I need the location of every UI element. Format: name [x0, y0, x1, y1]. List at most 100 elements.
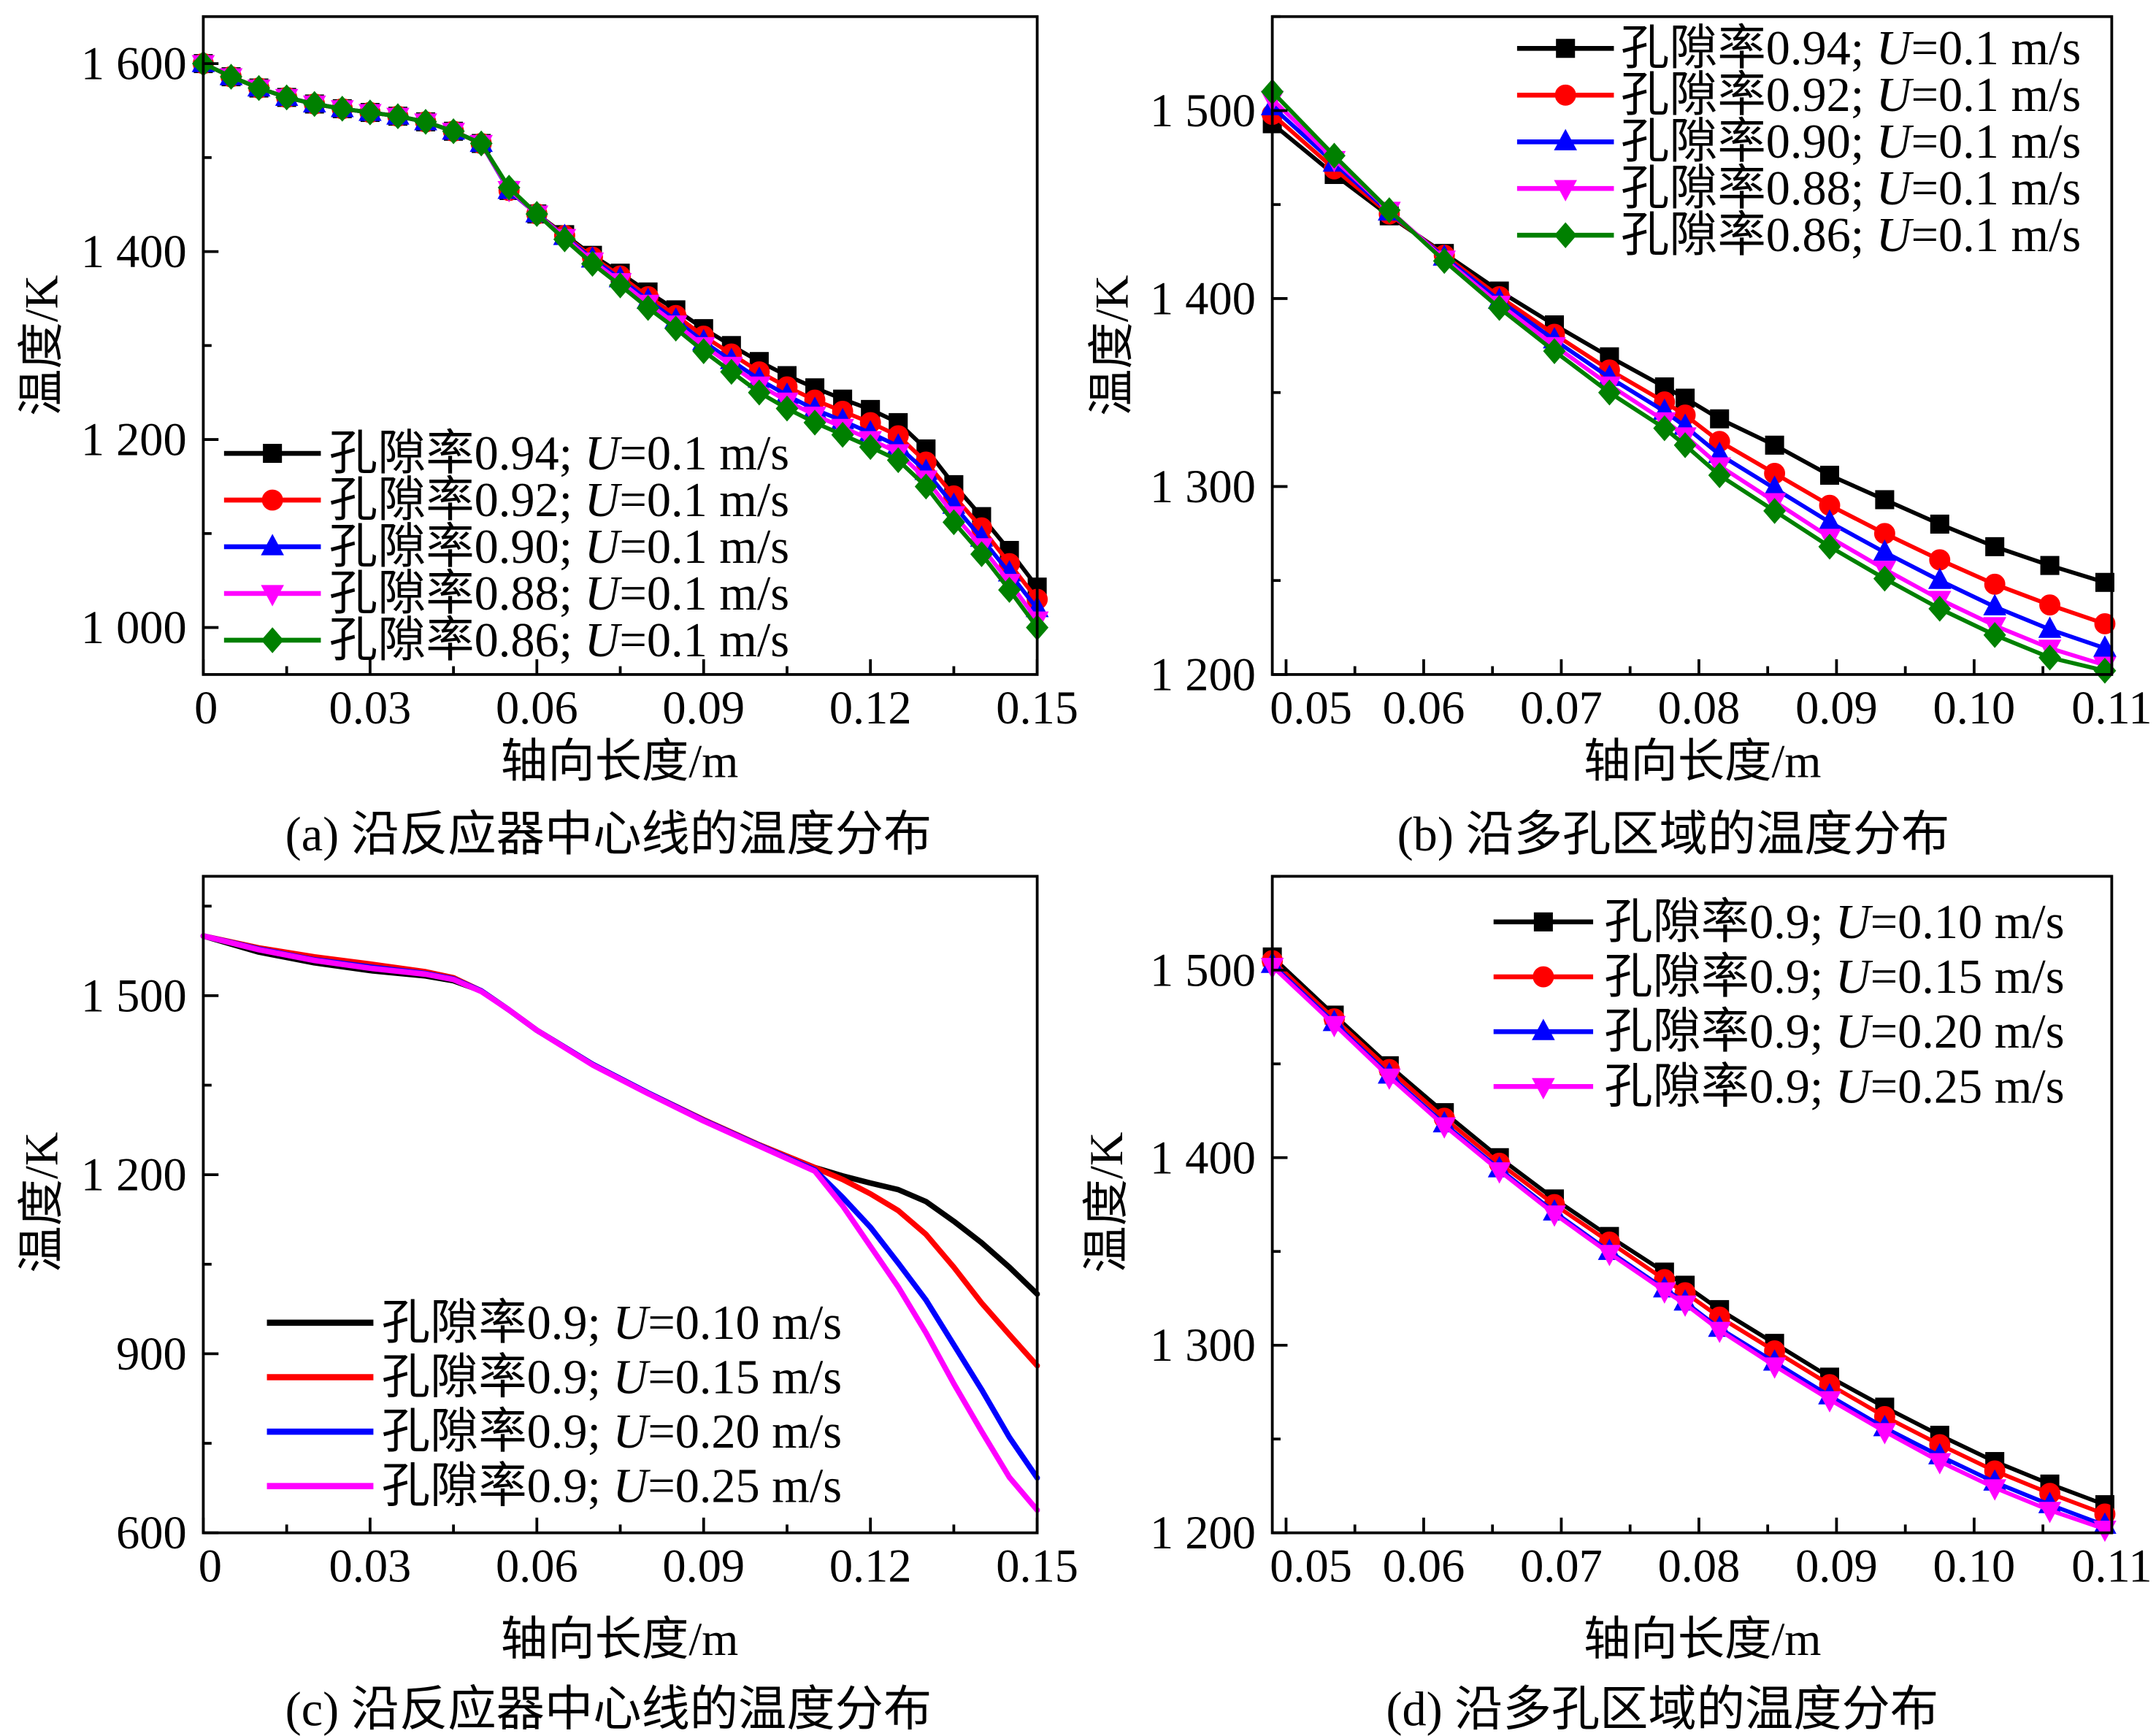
- legend-entry: 孔隙率0.86; U=0.1 m/s: [1516, 209, 2081, 262]
- plot-area: [1260, 78, 2117, 684]
- data-point-marker: [497, 174, 521, 201]
- legend-label: 孔隙率0.9; U=0.15 m/s: [1604, 950, 2064, 1004]
- legend-label: 孔隙率0.92; U=0.1 m/s: [329, 474, 789, 527]
- x-tick-label: 0.10: [1933, 1540, 2016, 1592]
- y-axis-label: 温度/K: [1086, 275, 1138, 416]
- series-4: [1260, 958, 2117, 1543]
- data-point-marker: [886, 447, 910, 474]
- legend-label: 孔隙率0.94; U=0.1 m/s: [1621, 22, 2081, 75]
- data-point-marker: [637, 295, 660, 321]
- data-point-marker: [275, 84, 299, 111]
- data-point-marker: [1432, 247, 1456, 274]
- data-point-marker: [1487, 1162, 1511, 1184]
- data-point-marker: [775, 395, 799, 422]
- plot-area: [200, 933, 1040, 1513]
- legend-marker: [1554, 128, 1577, 150]
- legend-entry: 孔隙率0.94; U=0.1 m/s: [223, 427, 789, 480]
- y-tick-label: 600: [116, 1507, 187, 1559]
- legend-entry: 孔隙率0.88; U=0.1 m/s: [223, 566, 789, 620]
- data-point-marker: [220, 64, 242, 90]
- x-tick-label: 0: [199, 1540, 222, 1592]
- legend-marker: [261, 534, 284, 556]
- x-tick-label: 0.10: [1933, 682, 2016, 734]
- legend-label: 孔隙率0.9; U=0.10 m/s: [382, 1296, 842, 1349]
- data-point-marker: [2038, 1502, 2062, 1524]
- legend-label: 孔隙率0.9; U=0.20 m/s: [1604, 1005, 2064, 1059]
- y-tick-label: 1 200: [1150, 1507, 1256, 1559]
- legend-marker: [261, 585, 284, 607]
- data-point-marker: [831, 421, 854, 448]
- data-point-marker: [1488, 295, 1511, 321]
- data-point-marker: [580, 250, 604, 277]
- x-tick-label: 0.03: [329, 1540, 412, 1592]
- legend-marker: [1532, 966, 1554, 988]
- data-point-marker: [1653, 415, 1676, 442]
- legend-label: 孔隙率0.94; U=0.1 m/s: [329, 427, 789, 480]
- data-point-marker: [803, 410, 826, 436]
- x-tick-label: 0.15: [996, 682, 1078, 734]
- x-tick-label: 0.03: [329, 682, 412, 734]
- data-point-marker: [303, 91, 326, 118]
- legend-label: 孔隙率0.86; U=0.1 m/s: [1621, 209, 2081, 262]
- legend-label: 孔隙率0.9; U=0.25 m/s: [382, 1459, 842, 1513]
- plot-b: 0.05 0.06 0.07 0.08 0.09 0.10 0.11 1 200 1 300 1 …: [1150, 15, 2152, 734]
- legend-marker: [261, 627, 284, 653]
- legend-entry: 孔隙率0.9; U=0.25 m/s: [266, 1459, 842, 1513]
- y-tick-label: 1 500: [81, 969, 187, 1021]
- data-point-marker: [2039, 594, 2061, 616]
- y-tick-label: 1 000: [81, 602, 187, 653]
- data-point-marker: [664, 315, 688, 342]
- plot-c: 0 0.03 0.06 0.09 0.12 0.15 600 900 1 200 1 500 孔隙率…: [81, 875, 1078, 1592]
- figure-caption: (a) 沿反应器中心线的温度分布: [285, 808, 932, 861]
- y-tick-label: 1 300: [1150, 1319, 1256, 1371]
- x-tick-label: 0.11: [2071, 682, 2152, 734]
- data-point-marker: [1818, 534, 1841, 560]
- data-point-marker: [1818, 1391, 1841, 1413]
- legend-marker: [1556, 39, 1576, 58]
- data-point-marker: [1378, 197, 1401, 223]
- data-point-marker: [1543, 338, 1566, 364]
- legend-marker: [261, 489, 283, 511]
- legend-marker: [1554, 180, 1577, 201]
- x-tick-label: 0.09: [662, 1540, 745, 1592]
- y-axis-label: 温度/K: [15, 275, 67, 416]
- legend-entry: 孔隙率0.9; U=0.10 m/s: [1493, 895, 2064, 948]
- plot-frame: [1270, 15, 2114, 676]
- legend-marker: [1554, 222, 1577, 249]
- panel-b: 0.05 0.06 0.07 0.08 0.09 0.10 0.11 1 200 1 300 1 …: [1086, 15, 2152, 861]
- data-point-marker: [1763, 498, 1787, 524]
- data-point-marker: [1708, 1321, 1731, 1343]
- data-point-marker: [1322, 142, 1346, 169]
- x-tick-label: 0: [194, 682, 218, 734]
- y-tick-label: 1 500: [1150, 85, 1256, 137]
- data-point-marker: [1676, 388, 1695, 408]
- legend-entry: 孔隙率0.9; U=0.15 m/s: [266, 1351, 842, 1404]
- legend-label: 孔隙率0.9; U=0.15 m/s: [382, 1351, 842, 1404]
- data-point-marker: [1765, 435, 1784, 455]
- legend-label: 孔隙率0.9; U=0.20 m/s: [382, 1405, 842, 1459]
- data-point-marker: [1927, 567, 1952, 589]
- data-point-marker: [2038, 616, 2062, 638]
- data-point-marker: [525, 201, 548, 227]
- data-point-marker: [970, 541, 993, 567]
- legend-entry: 孔隙率0.9; U=0.25 m/s: [1493, 1060, 2064, 1113]
- legend-marker: [263, 443, 283, 464]
- legend-entry: 孔隙率0.92; U=0.1 m/s: [223, 474, 789, 527]
- panel-d: 0.05 0.06 0.07 0.08 0.09 0.10 0.11 1 200 1 300 1 …: [1081, 875, 2152, 1736]
- legend-label: 孔隙率0.90; U=0.1 m/s: [1621, 115, 2081, 169]
- legend-entry: 孔隙率0.86; U=0.1 m/s: [223, 613, 789, 667]
- data-point-marker: [248, 74, 271, 101]
- series-line: [200, 933, 1040, 1513]
- x-tick-label: 0.06: [496, 1540, 578, 1592]
- data-point-marker: [1597, 379, 1621, 406]
- legend-label: 孔隙率0.90; U=0.1 m/s: [329, 521, 789, 574]
- legend-label: 孔隙率0.9; U=0.10 m/s: [1604, 895, 2064, 948]
- data-point-marker: [1983, 622, 2006, 648]
- legend-marker: [1532, 1018, 1555, 1040]
- x-tick-label: 0.09: [662, 682, 745, 734]
- plot-area: [191, 50, 1049, 641]
- x-tick-label: 0.06: [1383, 1540, 1465, 1592]
- data-point-marker: [469, 130, 493, 157]
- legend-entry: 孔隙率0.92; U=0.1 m/s: [1516, 69, 2081, 122]
